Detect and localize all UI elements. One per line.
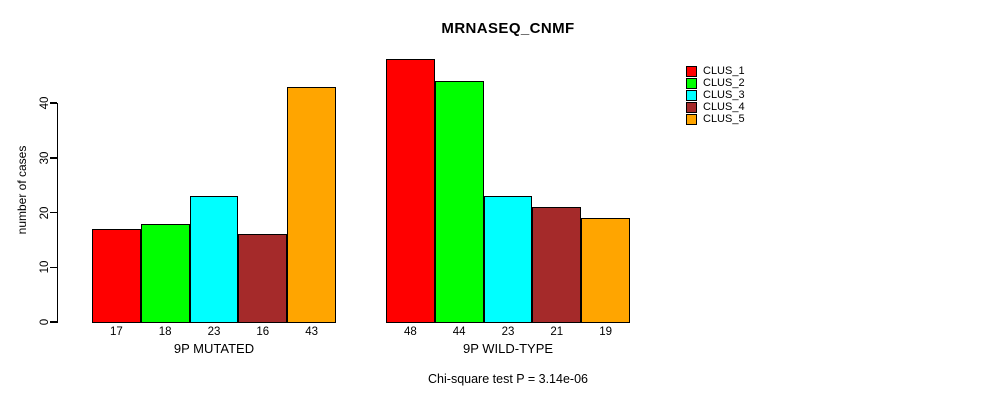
bar-9p-mutated-clus-4 — [238, 234, 288, 324]
y-tick-label: 40 — [39, 96, 51, 110]
y-tick-label: 20 — [39, 206, 51, 219]
legend-item-clus-2: CLUS_2 — [686, 76, 745, 89]
y-tick — [49, 321, 57, 323]
legend-item-clus-1: CLUS_1 — [686, 64, 745, 77]
bar-value-label: 16 — [256, 326, 270, 338]
bar-9p-wild-type-clus-5 — [581, 218, 630, 324]
bar-9p-wild-type-clus-2 — [434, 81, 484, 324]
legend-swatch-clus-4 — [686, 101, 697, 113]
bar-9p-mutated-clus-2 — [140, 223, 190, 324]
bar-value-label: 19 — [599, 326, 612, 338]
bar-value-label: 17 — [109, 326, 123, 338]
chart-title: MRNASEQ_CNMF — [441, 20, 575, 37]
legend-swatch-clus-2 — [686, 77, 697, 89]
y-axis-line — [56, 103, 58, 324]
group-label-9p-mutated: 9P MUTATED — [173, 341, 255, 356]
legend-label-clus-1: CLUS_1 — [703, 64, 745, 77]
legend-swatch-clus-5 — [686, 113, 697, 125]
bar-value-label: 18 — [158, 326, 172, 338]
bar-value-label: 23 — [501, 326, 515, 338]
y-tick — [49, 102, 57, 104]
bar-9p-wild-type-clus-3 — [483, 196, 533, 324]
bar-value-label: 21 — [550, 326, 564, 338]
y-tick-label: 10 — [39, 260, 51, 274]
legend-label-clus-4: CLUS_4 — [703, 100, 745, 113]
bar-9p-wild-type-clus-4 — [532, 207, 582, 324]
bar-9p-mutated-clus-5 — [287, 86, 336, 324]
y-tick — [49, 211, 57, 214]
legend-item-clus-5: CLUS_5 — [686, 112, 745, 125]
legend-swatch-clus-1 — [686, 65, 697, 77]
bar-9p-wild-type-clus-1 — [386, 59, 435, 324]
legend-item-clus-4: CLUS_4 — [686, 100, 745, 113]
legend-swatch-clus-3 — [686, 89, 697, 101]
bar-9p-mutated-clus-3 — [189, 196, 239, 324]
chi-square-annotation: Chi-square test P = 3.14e-06 — [428, 372, 588, 386]
bar-9p-mutated-clus-1 — [92, 229, 141, 324]
y-tick — [49, 157, 57, 159]
bar-value-label: 48 — [403, 326, 417, 338]
y-tick-label: 0 — [39, 318, 51, 326]
group-label-9p-wild-type: 9P WILD-TYPE — [462, 341, 554, 356]
legend-item-clus-3: CLUS_3 — [686, 88, 745, 101]
legend-label-clus-5: CLUS_5 — [703, 112, 745, 125]
legend-label-clus-2: CLUS_2 — [703, 76, 745, 89]
bar-value-label: 44 — [452, 326, 466, 338]
bar-value-label: 23 — [207, 326, 221, 338]
y-tick — [49, 266, 57, 269]
legend-label-clus-3: CLUS_3 — [703, 88, 745, 101]
y-tick-label: 30 — [39, 151, 51, 165]
y-axis-label: number of cases — [15, 145, 29, 235]
bar-value-label: 43 — [305, 326, 318, 338]
